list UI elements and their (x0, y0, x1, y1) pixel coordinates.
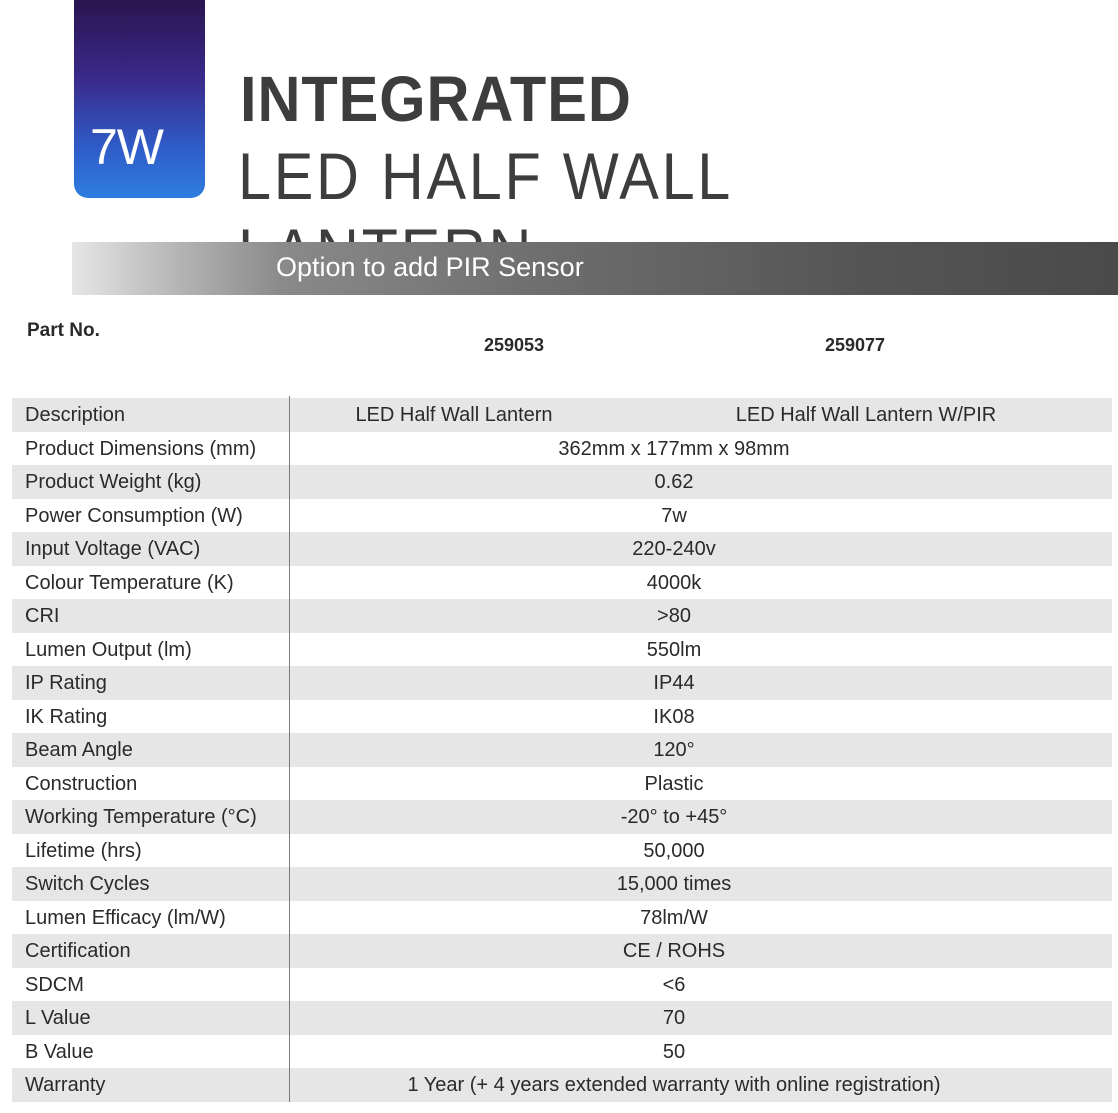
row-value: 78lm/W (640, 906, 708, 929)
row-value: >80 (657, 605, 691, 627)
table-row: IK Rating IK08 (12, 700, 1112, 734)
table-row: Working Temperature (°C) -20° to +45° (12, 800, 1112, 834)
row-label: Input Voltage (VAC) (25, 538, 201, 560)
row-label: Colour Temperature (K) (25, 571, 234, 594)
row-label: Product Dimensions (mm) (25, 437, 257, 460)
row-label: Description (25, 404, 126, 426)
row-label: Working Temperature (°C) (25, 806, 257, 828)
table-row: Input Voltage (VAC) 220-240v (12, 532, 1112, 566)
row-label: L Value (25, 1007, 91, 1029)
wattage-label: 7W (90, 119, 164, 175)
pir-option-banner: Option to add PIR Sensor (72, 242, 1118, 295)
row-value: LED Half Wall Lantern W/PIR (735, 404, 997, 426)
row-label: IK Rating (25, 705, 108, 728)
row-value: 550lm (646, 638, 702, 661)
row-label: Warranty (25, 1074, 106, 1096)
row-value: 362mm x 177mm x 98mm (558, 437, 790, 460)
table-row: SDCM <6 (12, 968, 1112, 1002)
table-row: Lifetime (hrs) 50,000 (12, 834, 1112, 868)
table-row: Certification CE / ROHS (12, 934, 1112, 968)
part-number-value: 259053 (483, 335, 545, 355)
table-row: Product Dimensions (mm) 362mm x 177mm x … (12, 432, 1112, 466)
spec-table: Description LED Half Wall Lantern LED Ha… (12, 398, 1112, 1102)
row-value: 0.62 (654, 471, 694, 493)
row-value: -20° to +45° (620, 806, 728, 828)
table-row: IP Rating IP44 (12, 666, 1112, 700)
row-value: 50 (662, 1040, 686, 1063)
row-value: 1 Year (+ 4 years extended warranty with… (407, 1074, 941, 1096)
row-label: Switch Cycles (25, 873, 150, 895)
table-row: B Value 50 (12, 1035, 1112, 1069)
table-row: Construction Plastic (12, 767, 1112, 801)
row-value: 70 (662, 1007, 686, 1029)
row-label: SDCM (25, 973, 84, 996)
table-row: Description LED Half Wall Lantern LED Ha… (12, 398, 1112, 432)
table-row: L Value 70 (12, 1001, 1112, 1035)
row-value: 50,000 (643, 839, 705, 862)
row-label: Product Weight (kg) (25, 471, 202, 493)
row-label: Power Consumption (W) (25, 504, 243, 527)
row-label: Lumen Efficacy (lm/W) (25, 906, 226, 929)
table-row: Product Weight (kg) 0.62 (12, 465, 1112, 499)
row-value: LED Half Wall Lantern (355, 404, 553, 426)
table-row: Switch Cycles 15,000 times (12, 867, 1112, 901)
row-value: IK08 (653, 705, 695, 728)
row-label: Construction (25, 772, 138, 795)
row-label: Certification (25, 940, 131, 962)
product-title-line1: INTEGRATED (240, 63, 632, 135)
row-value: Plastic (644, 772, 704, 795)
row-value: 7w (661, 504, 687, 527)
table-row: Warranty 1 Year (+ 4 years extended warr… (12, 1068, 1112, 1102)
row-label: Beam Angle (25, 739, 133, 761)
part-number-label: Part No. (27, 320, 100, 341)
row-label: Lifetime (hrs) (25, 839, 142, 862)
row-value: 4000k (646, 571, 702, 594)
row-value: 15,000 times (616, 873, 732, 895)
row-label: Lumen Output (lm) (25, 638, 192, 661)
part-number-value: 259077 (824, 335, 886, 355)
banner-text: Option to add PIR Sensor (276, 252, 584, 282)
table-row: Lumen Efficacy (lm/W) 78lm/W (12, 901, 1112, 935)
row-value: 120° (653, 739, 695, 761)
column-divider (289, 396, 290, 1102)
row-value: IP44 (653, 672, 695, 694)
row-value: CE / ROHS (622, 940, 726, 962)
table-row: CRI >80 (12, 599, 1112, 633)
table-row: Colour Temperature (K) 4000k (12, 566, 1112, 600)
row-value: <6 (662, 973, 686, 996)
row-label: CRI (25, 605, 60, 627)
row-label: IP Rating (25, 672, 107, 694)
wattage-badge: 7W (74, 0, 205, 198)
row-value: 220-240v (632, 538, 716, 560)
table-row: Power Consumption (W) 7w (12, 499, 1112, 533)
table-row: Beam Angle 120° (12, 733, 1112, 767)
row-label: B Value (25, 1040, 94, 1063)
table-row: Lumen Output (lm) 550lm (12, 633, 1112, 667)
